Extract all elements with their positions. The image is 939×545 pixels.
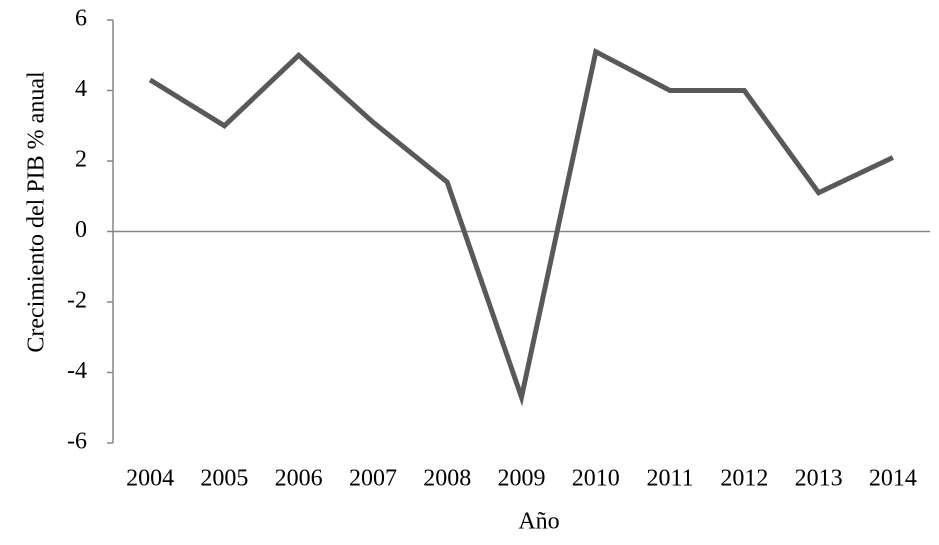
x-tick-label: 2014 (869, 466, 917, 492)
x-tick-label: 2009 (498, 466, 546, 492)
x-tick-label: 2004 (126, 466, 174, 492)
x-tick-label: 2011 (646, 466, 693, 492)
x-tick-label: 2006 (275, 466, 323, 492)
x-tick-label: 2012 (720, 466, 768, 492)
y-axis-title: Crecimiento del PIB % anual (24, 71, 50, 353)
y-tick-label: -6 (67, 429, 87, 455)
y-tick-label: 4 (75, 76, 87, 102)
x-tick-label: 2010 (572, 466, 620, 492)
y-tick-label: -2 (67, 288, 87, 314)
x-axis-title: Año (518, 509, 559, 535)
y-tick-label: 0 (75, 217, 87, 243)
y-tick-label: 2 (75, 147, 87, 173)
x-tick-label: 2007 (349, 466, 397, 492)
x-tick-label: 2008 (423, 466, 471, 492)
data-line (148, 47, 894, 407)
x-tick-label: 2013 (795, 466, 843, 492)
y-tick-label: 6 (75, 6, 87, 32)
y-tick-label: -4 (67, 358, 87, 384)
x-tick-label: 2005 (200, 466, 248, 492)
